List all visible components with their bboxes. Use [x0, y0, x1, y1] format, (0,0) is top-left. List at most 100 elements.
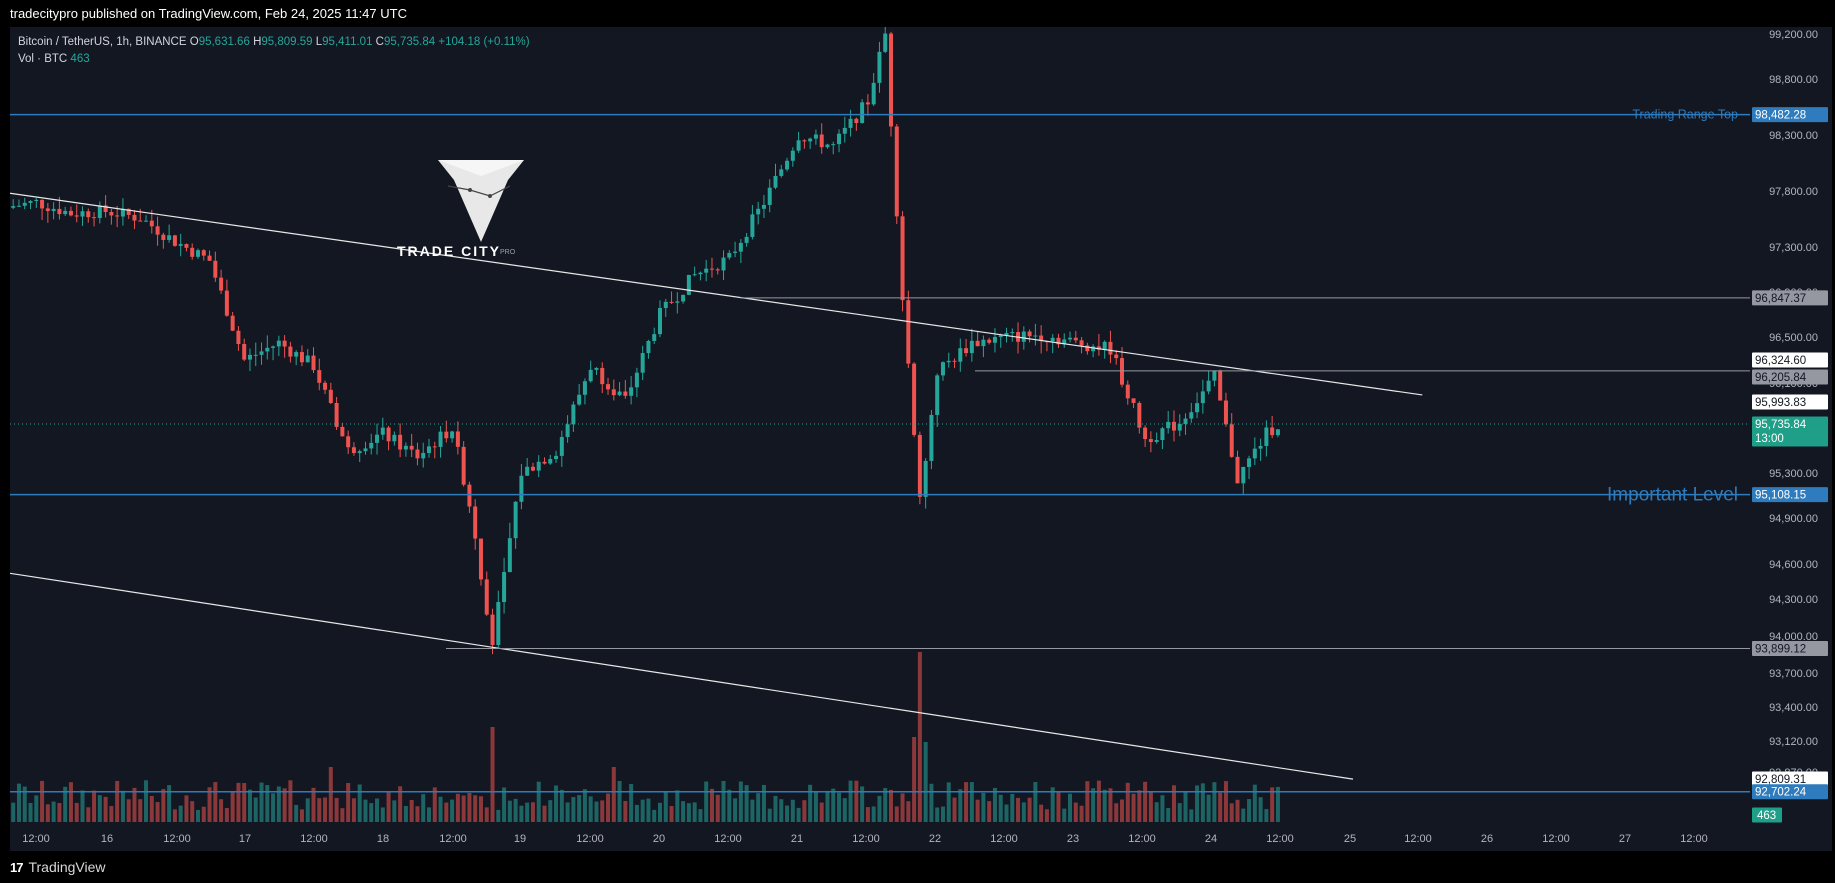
volume-bar: [756, 793, 761, 822]
candle-body: [380, 427, 385, 435]
footer-brand[interactable]: TradingView: [28, 859, 106, 875]
volume-bar: [334, 797, 339, 822]
volume-bar: [1206, 794, 1211, 822]
volume-bar: [444, 802, 449, 822]
candle-body: [756, 208, 761, 215]
candle-body: [1223, 400, 1228, 425]
volume-bar: [178, 805, 183, 822]
candle-body: [57, 208, 62, 215]
candle-body: [663, 301, 668, 309]
candle-body: [484, 579, 489, 615]
x-tick-label: 27: [1619, 833, 1631, 845]
volume-bar: [138, 799, 143, 822]
candle-body: [796, 140, 801, 151]
volume-bar: [247, 789, 252, 822]
x-tick-label: 12:00: [1680, 833, 1708, 845]
candle-body: [351, 447, 356, 454]
candle-body: [299, 352, 304, 363]
volume-bar: [236, 782, 241, 822]
price-chart[interactable]: 99,200.00 98,800.00 98,300.00 97,800.00 97,3…: [0, 27, 1835, 851]
x-tick-label: 12:00: [22, 833, 50, 845]
volume-bar: [669, 805, 674, 822]
volume-bar: [224, 807, 229, 822]
volume-bar: [259, 782, 264, 822]
candle-body: [409, 445, 414, 450]
candle-body: [92, 217, 97, 219]
volume-bar: [276, 786, 281, 822]
volume-bar: [767, 808, 772, 822]
volume-bar: [132, 787, 137, 822]
candle-body: [917, 434, 922, 497]
candle-body: [392, 434, 397, 442]
candle-body: [883, 33, 888, 52]
candle-body: [946, 360, 951, 363]
candle-body: [940, 362, 945, 376]
volume-bar: [525, 802, 530, 822]
candle-body: [455, 431, 460, 447]
volume-bar: [606, 793, 611, 822]
candle-body: [1247, 458, 1252, 467]
volume-bar: [744, 785, 749, 822]
volume-bar: [415, 806, 420, 822]
candle-body: [311, 355, 316, 371]
volume-bar: [715, 794, 720, 822]
volume-bar: [542, 805, 547, 822]
candle-body: [1212, 370, 1217, 381]
watermark-text: TRADE CITY: [397, 243, 501, 259]
volume-bar: [219, 799, 224, 822]
candle-body: [16, 205, 21, 207]
price-tag-level: [1752, 487, 1828, 503]
volume-bar: [271, 793, 276, 822]
volume-bar: [808, 784, 813, 822]
price-tag-white: [1752, 771, 1828, 787]
candle-body: [1010, 332, 1015, 334]
volume-bar: [1125, 782, 1130, 822]
volume-bar: [969, 782, 974, 822]
volume-bar: [1160, 795, 1165, 822]
x-tick-label: 23: [1067, 833, 1079, 845]
chart-legend: Bitcoin / TetherUS, 1h, BINANCE O95,631.…: [18, 34, 530, 68]
time-axis: [10, 822, 1832, 851]
candle-body: [1195, 403, 1200, 413]
x-tick-label: 24: [1205, 833, 1217, 845]
volume-bar: [1177, 803, 1182, 822]
volume-bar: [802, 800, 807, 822]
candle-body: [444, 431, 449, 439]
candle-body: [126, 208, 131, 215]
volume-bar: [253, 797, 258, 822]
legend-open-label: O: [189, 36, 199, 48]
volume-bar: [577, 795, 582, 822]
publish-header: tradecitypro published on TradingView.co…: [0, 0, 1835, 27]
candle-body: [478, 538, 483, 580]
publish-line: tradecitypro published on TradingView.co…: [10, 6, 407, 21]
volume-bar: [149, 795, 154, 822]
price-tag-white: [1752, 394, 1828, 410]
volume-bar: [733, 798, 738, 822]
candle-body: [577, 394, 582, 405]
price-tag-text: 95,735.84: [1755, 419, 1807, 431]
volume-bar: [22, 786, 27, 822]
candle-body: [103, 205, 108, 212]
candle-body: [398, 434, 403, 450]
price-tag-last: [1752, 416, 1828, 447]
volume-bar: [964, 782, 969, 822]
candle-body: [998, 335, 1003, 337]
candle-body: [473, 506, 478, 539]
candle-body: [513, 501, 518, 539]
candle-body: [952, 360, 957, 362]
tradingview-logo-icon: 17: [10, 859, 24, 875]
candle-body: [236, 330, 241, 344]
price-tag-gray: [1752, 369, 1828, 385]
volume-bar: [906, 801, 911, 822]
volume-bar: [519, 805, 524, 822]
legend-change: +104.18 (+0.11%): [438, 36, 530, 48]
candle-body: [842, 127, 847, 134]
legend-close-label: C: [375, 36, 384, 48]
candle-body: [686, 274, 691, 295]
volume-bar: [120, 790, 125, 822]
volume-bar: [1264, 809, 1269, 822]
candle-body: [785, 160, 790, 170]
x-tick-label: 25: [1344, 833, 1356, 845]
candle-body: [224, 290, 229, 316]
volume-bar: [1131, 793, 1136, 822]
